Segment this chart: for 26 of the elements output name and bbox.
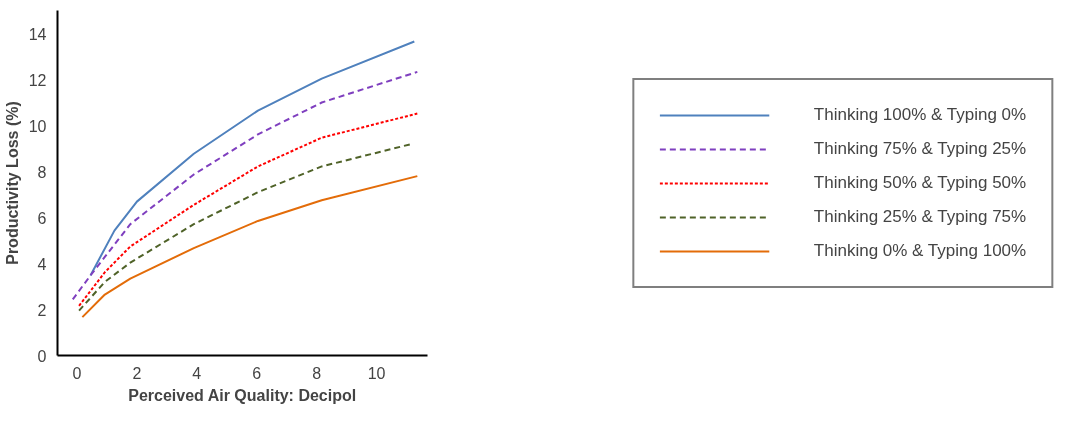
y-tick-label: 8 xyxy=(37,163,47,181)
y-tick-label: 14 xyxy=(28,25,47,43)
text: Thinking 50% & Typing 50% xyxy=(813,172,1027,193)
x-tick-label: 2 xyxy=(132,364,142,382)
x-tick-label: 4 xyxy=(192,364,202,382)
x-tick-label: 0 xyxy=(72,364,82,382)
line-series xyxy=(89,40,416,277)
text: Thinking 75% & Typing 25% xyxy=(813,138,1027,159)
y-axis-title: Productivity Loss (%) xyxy=(3,101,21,265)
line-series xyxy=(81,175,419,319)
x-axis-title: Perceived Air Quality: Decipol xyxy=(128,386,357,404)
text: Thinking 0% & Typing 100% xyxy=(813,240,1027,261)
x-tick-label: 10 xyxy=(367,364,386,382)
y-tick-label: 0 xyxy=(37,347,47,365)
text: Thinking 25% & Typing 75% xyxy=(813,206,1027,227)
y-tick-label: 10 xyxy=(28,117,47,135)
y-tick-label: 6 xyxy=(37,209,47,227)
x-tick-label: 8 xyxy=(312,364,322,382)
line-series xyxy=(78,112,419,307)
line-series xyxy=(71,70,419,301)
text: Thinking 100% & Typing 0% xyxy=(813,104,1027,125)
y-tick-label: 12 xyxy=(28,71,47,89)
y-tick-label: 4 xyxy=(37,255,47,273)
x-tick-label: 6 xyxy=(252,364,262,382)
line-series xyxy=(78,143,413,312)
y-tick-label: 2 xyxy=(37,301,47,319)
